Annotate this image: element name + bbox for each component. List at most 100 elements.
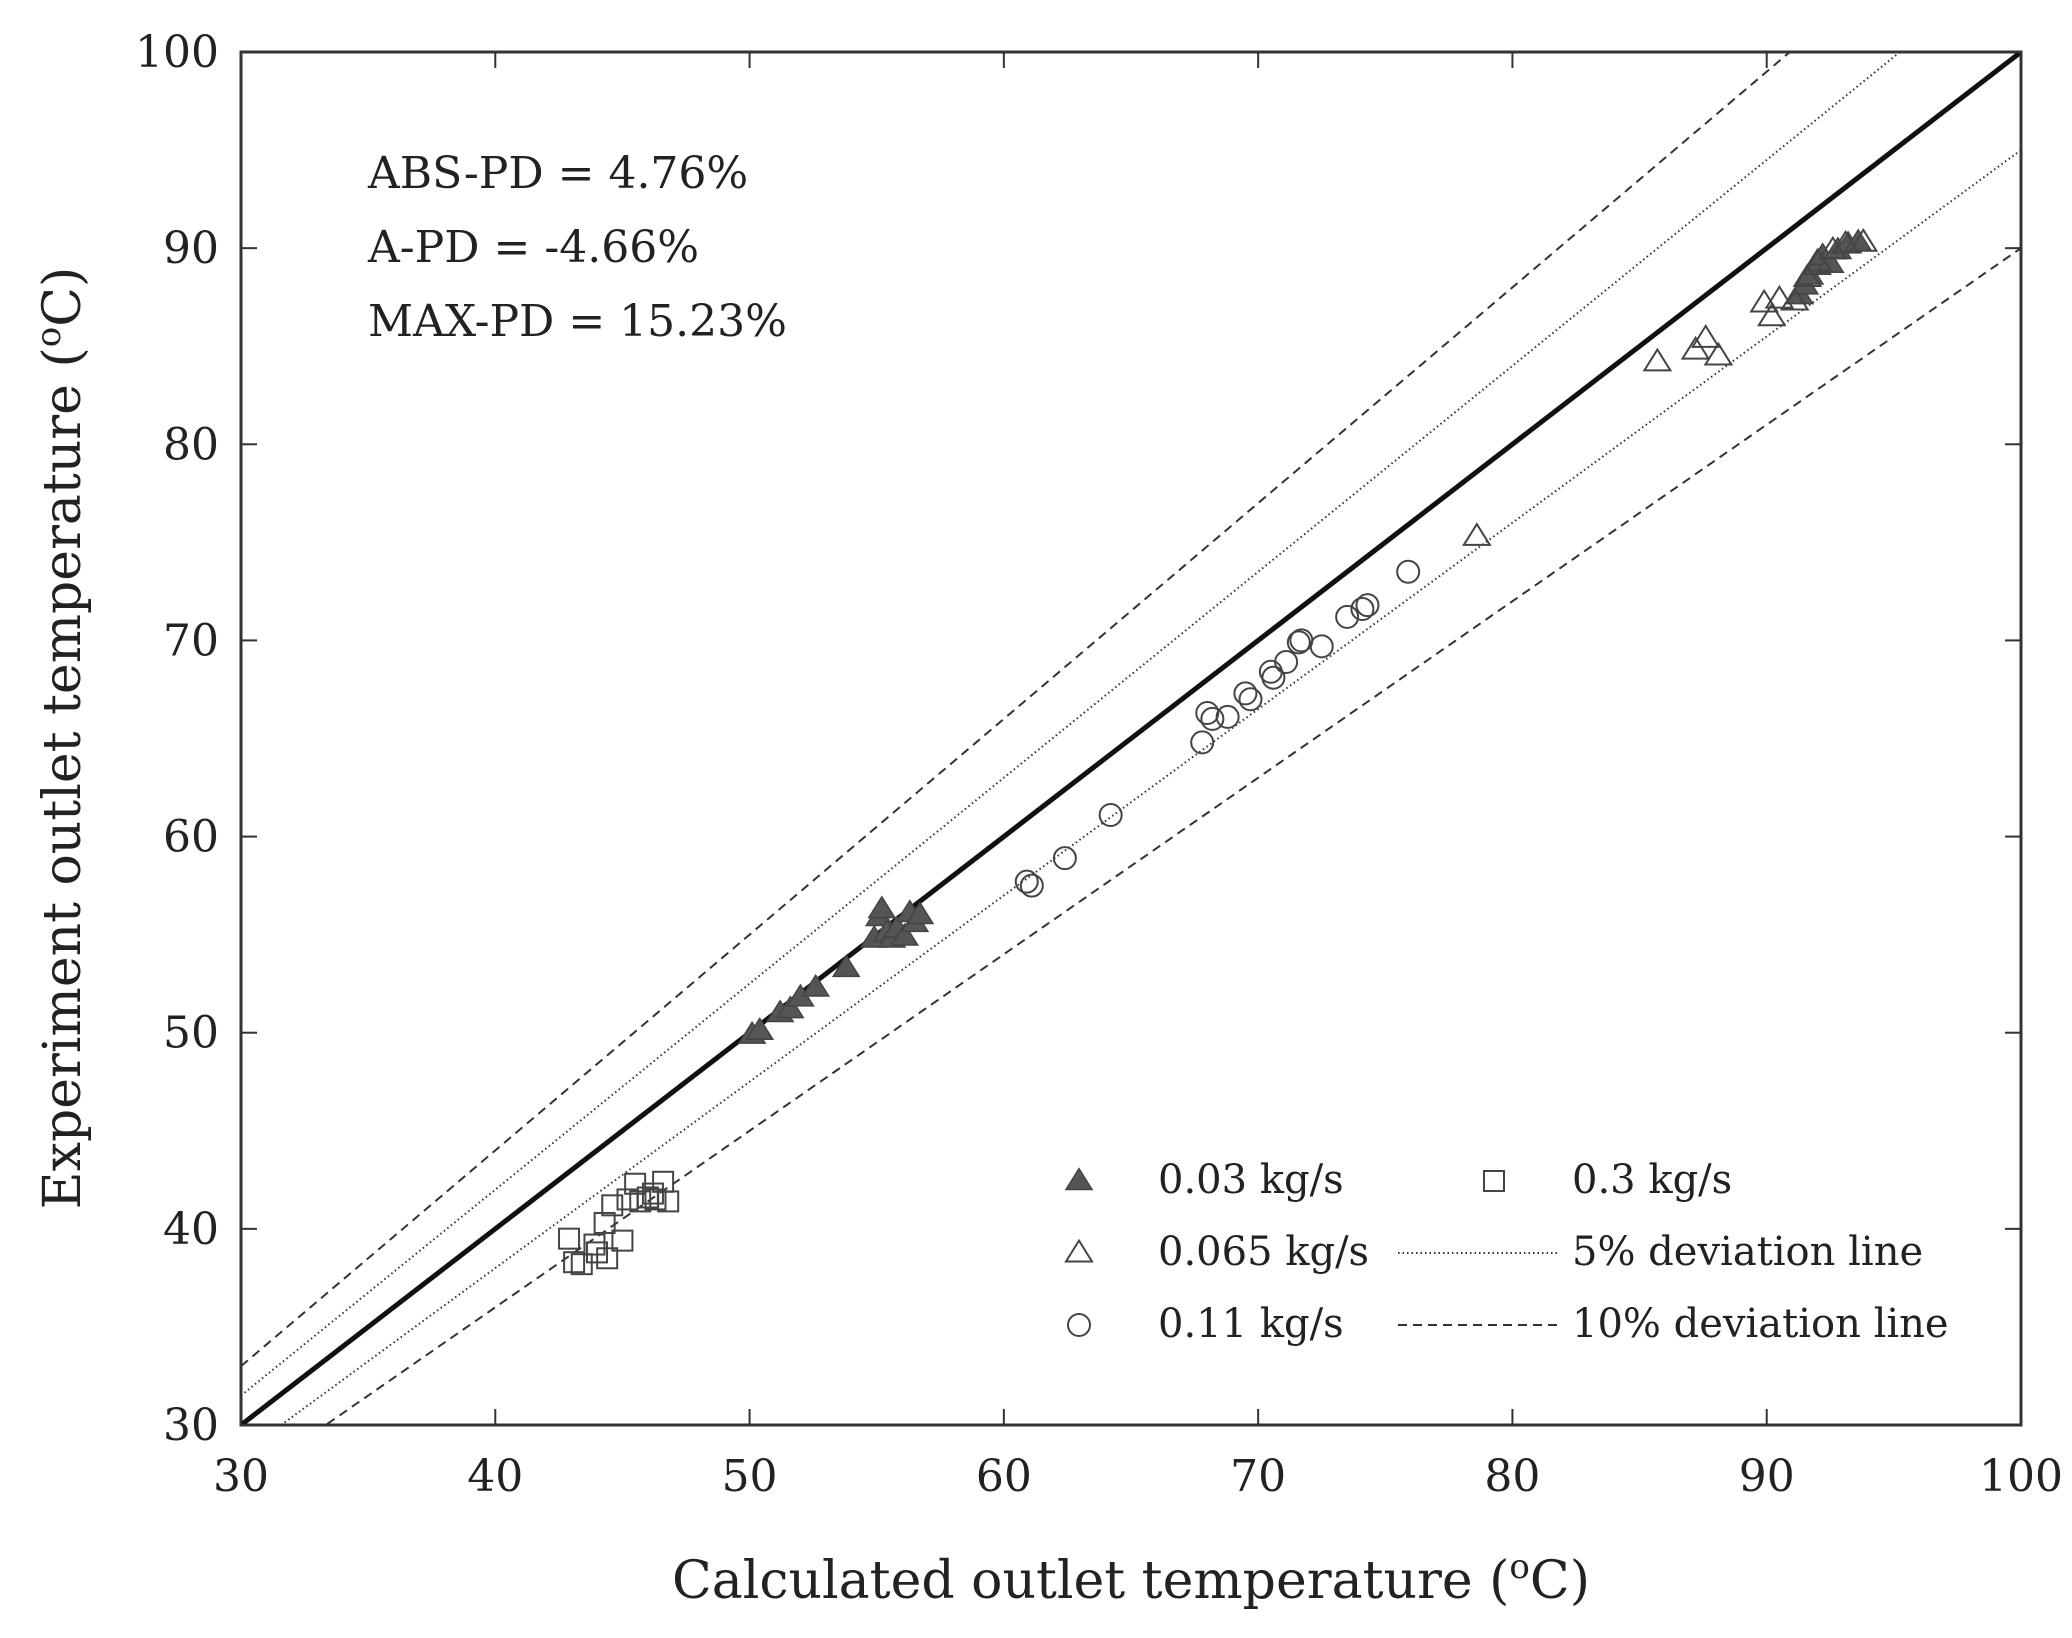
data-point-triangle-open bbox=[1779, 286, 1810, 311]
data-point-triangle-filled bbox=[801, 973, 831, 997]
data-point-triangle-open bbox=[1703, 341, 1734, 366]
legend-marker-triangle-filled bbox=[1064, 1167, 1094, 1191]
data-point-square-open bbox=[593, 1211, 616, 1234]
data-point-square-open bbox=[644, 1188, 667, 1211]
plot-frame bbox=[239, 50, 2023, 1427]
reference-line-deviation-1-0 bbox=[241, 52, 1902, 1397]
axis-tick-labels: 30 40 50 60 70 80 90 100 30 40 50 60 70 80 90 100 bbox=[135, 27, 2063, 1502]
legend-label-5pct-deviation: 5% deviation line bbox=[1572, 1229, 1923, 1275]
legend-label-0-03: 0.03 kg/s bbox=[1158, 1157, 1344, 1203]
y-tick-label: 50 bbox=[163, 1008, 219, 1059]
y-tick-label: 60 bbox=[163, 812, 219, 863]
data-point-circle-open bbox=[1396, 559, 1421, 584]
x-tick-label: 90 bbox=[1739, 1451, 1795, 1502]
x-tick-label: 100 bbox=[1979, 1451, 2063, 1502]
data-point-square-open bbox=[570, 1253, 593, 1276]
data-point-triangle-filled bbox=[867, 895, 897, 919]
data-point-triangle-open bbox=[1690, 324, 1721, 348]
data-point-square-open bbox=[563, 1251, 586, 1274]
stat-a-pd: A-PD = -4.66% bbox=[367, 222, 699, 273]
data-point-triangle-filled bbox=[745, 1016, 775, 1040]
y-tick-label: 100 bbox=[135, 27, 219, 78]
data-point-triangle-open bbox=[1792, 263, 1823, 288]
data-point-triangle-open bbox=[1830, 229, 1861, 254]
data-point-triangle-filled bbox=[831, 954, 861, 978]
data-point-triangle-filled bbox=[775, 995, 805, 1019]
legend-item-5pct: 5% deviation line bbox=[1398, 1229, 1923, 1275]
data-point-circle-open bbox=[1274, 650, 1299, 675]
data-point-square-open bbox=[596, 1247, 619, 1270]
legend: 0.03 kg/s 0.3 kg/s 0.065 kg/s 5% deviati… bbox=[1064, 1157, 1949, 1347]
data-point-circle-open bbox=[1098, 802, 1123, 827]
legend-label-10pct-deviation: 10% deviation line bbox=[1572, 1301, 1949, 1347]
data-point-triangle-open bbox=[1462, 522, 1492, 546]
data-point-square-open bbox=[601, 1194, 624, 1217]
data-point-circle-open bbox=[1215, 704, 1240, 729]
data-point-circle-open bbox=[1190, 730, 1215, 755]
y-tick-label: 90 bbox=[163, 223, 219, 274]
data-point-triangle-filled bbox=[905, 901, 935, 925]
reference-line-deviation-2-0 bbox=[241, 52, 1792, 1367]
y-tick-label: 30 bbox=[163, 1400, 219, 1451]
legend-marker-triangle-open bbox=[1064, 1238, 1094, 1263]
x-axis-title-text: Calculated outlet temperature ( bbox=[672, 1551, 1509, 1611]
stats-annotation: ABS-PD = 4.76% A-PD = -4.66% MAX-PD = 15… bbox=[367, 148, 787, 347]
x-tick-label: 40 bbox=[467, 1451, 523, 1502]
legend-item-10pct: 10% deviation line bbox=[1398, 1301, 1949, 1347]
data-point-triangle-filled bbox=[890, 922, 920, 946]
data-point-circle-open bbox=[1233, 681, 1258, 706]
y-tick-label: 80 bbox=[163, 419, 219, 470]
legend-item-0-065: 0.065 kg/s bbox=[1064, 1229, 1369, 1275]
data-points bbox=[558, 228, 1879, 1276]
legend-item-0-3: 0.3 kg/s bbox=[1483, 1157, 1732, 1203]
legend-marker-circle-open bbox=[1067, 1313, 1091, 1337]
data-point-circle-open bbox=[1335, 604, 1360, 629]
data-point-circle-open bbox=[1309, 634, 1334, 659]
data-point-triangle-open bbox=[1756, 302, 1787, 327]
x-tick-label: 80 bbox=[1484, 1451, 1540, 1502]
x-tick-label: 60 bbox=[976, 1451, 1032, 1502]
legend-label-0-11: 0.11 kg/s bbox=[1158, 1301, 1344, 1347]
x-tick-label: 70 bbox=[1230, 1451, 1286, 1502]
data-point-circle-open bbox=[1052, 846, 1077, 871]
data-point-square-open bbox=[616, 1188, 639, 1211]
x-axis-unit-suffix: C) bbox=[1530, 1551, 1590, 1611]
data-point-circle-open bbox=[1238, 687, 1263, 712]
legend-label-0-065: 0.065 kg/s bbox=[1158, 1229, 1369, 1275]
data-point-triangle-open bbox=[1818, 235, 1848, 260]
data-point-square-open bbox=[611, 1229, 634, 1252]
x-tick-label: 30 bbox=[213, 1451, 269, 1502]
y-axis-title-text: Experiment outlet temperature ( bbox=[33, 347, 93, 1209]
data-point-circle-open bbox=[1286, 630, 1311, 655]
data-point-triangle-open bbox=[1802, 247, 1833, 272]
legend-item-0-11: 0.11 kg/s bbox=[1067, 1301, 1344, 1347]
stat-max-pd: MAX-PD = 15.23% bbox=[368, 296, 787, 347]
legend-marker-square-open bbox=[1483, 1170, 1505, 1192]
y-tick-label: 70 bbox=[163, 615, 219, 666]
x-axis-unit-superscript: o bbox=[1509, 1547, 1529, 1587]
data-point-square-open bbox=[583, 1233, 606, 1256]
y-axis-unit-suffix: C) bbox=[33, 267, 93, 327]
x-axis-title: Calculated outlet temperature (oC) bbox=[672, 1547, 1590, 1611]
data-point-triangle-open bbox=[1848, 228, 1879, 252]
y-axis-unit-superscript: o bbox=[29, 327, 69, 347]
data-point-triangle-open bbox=[1680, 335, 1711, 360]
y-tick-label: 40 bbox=[163, 1204, 219, 1255]
data-point-circle-open bbox=[1195, 701, 1220, 726]
y-axis-title: Experiment outlet temperature (oC) bbox=[29, 267, 93, 1210]
data-point-triangle-filled bbox=[1815, 250, 1845, 274]
reference-line-deviation-1-1 bbox=[279, 149, 2021, 1425]
data-point-square-open bbox=[657, 1190, 680, 1213]
data-point-circle-open bbox=[1350, 597, 1375, 622]
data-point-triangle-open bbox=[1642, 347, 1673, 372]
reference-line-identity-0-0 bbox=[241, 52, 2021, 1425]
data-point-circle-open bbox=[1355, 593, 1380, 618]
legend-label-0-3: 0.3 kg/s bbox=[1572, 1157, 1732, 1203]
reference-line-deviation-2-1 bbox=[324, 247, 2021, 1425]
data-point-circle-open bbox=[1261, 665, 1286, 690]
reference-lines bbox=[241, 52, 2021, 1425]
axis-ticks bbox=[240, 51, 2022, 1426]
data-point-circle-open bbox=[1014, 869, 1039, 894]
